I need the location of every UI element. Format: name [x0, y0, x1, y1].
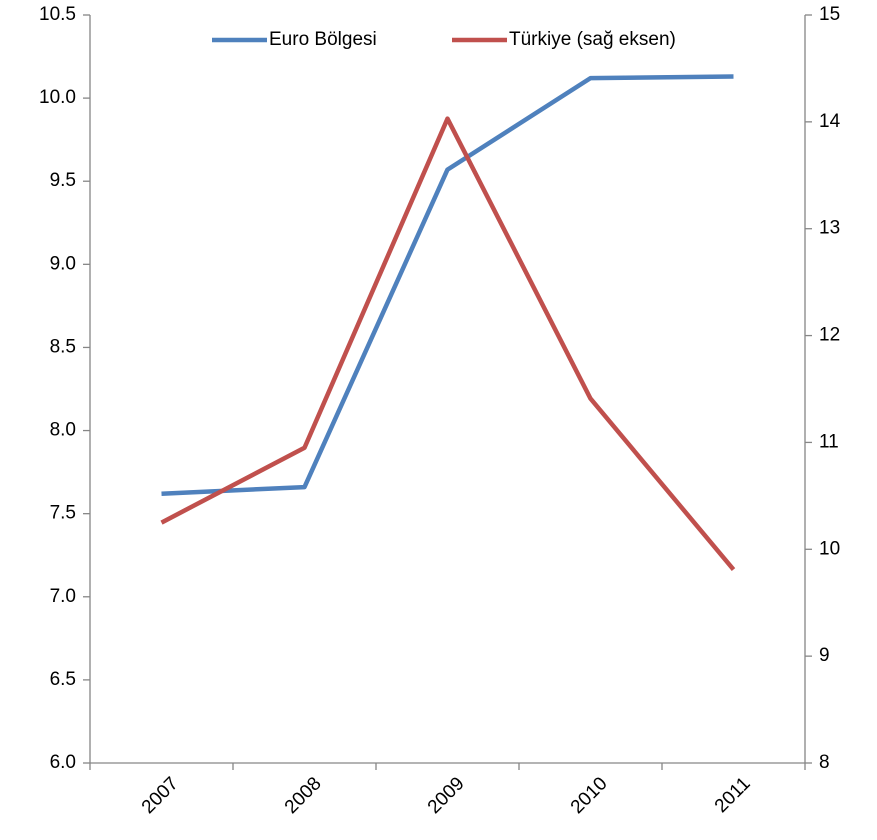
y2-tick-label: 11	[819, 431, 839, 452]
y2-tick-label: 10	[819, 538, 840, 559]
series-line	[161, 74, 734, 496]
y-tick-label: 9.0	[50, 253, 76, 274]
legend-label: Türkiye (sağ eksen)	[509, 29, 676, 50]
series-line	[160, 116, 736, 572]
x-tick-label: 2010	[567, 773, 612, 818]
legend-label: Euro Bölgesi	[269, 29, 377, 50]
x-tick-label: 2009	[424, 773, 469, 818]
y2-tick-label: 14	[819, 111, 841, 132]
y2-tick-label: 9	[819, 645, 830, 666]
x-tick-label: 2008	[281, 773, 326, 818]
y-tick-label: 9.5	[50, 170, 76, 191]
y-tick-label: 7.0	[50, 586, 76, 607]
y-tick-label: 8.5	[50, 336, 76, 357]
y2-tick-label: 13	[819, 218, 840, 239]
x-tick-label: 2011	[711, 773, 755, 817]
y-tick-label: 6.0	[50, 752, 76, 773]
y-tick-label: 6.5	[50, 669, 76, 690]
y2-tick-label: 15	[819, 4, 840, 25]
y2-tick-label: 12	[819, 325, 840, 346]
y-tick-label: 7.5	[50, 503, 76, 524]
y2-tick-label: 8	[819, 752, 830, 773]
x-tick-label: 2007	[138, 773, 183, 818]
y-tick-label: 10.5	[39, 4, 76, 25]
y-tick-label: 8.0	[50, 420, 76, 441]
y-tick-label: 10.0	[39, 87, 76, 108]
